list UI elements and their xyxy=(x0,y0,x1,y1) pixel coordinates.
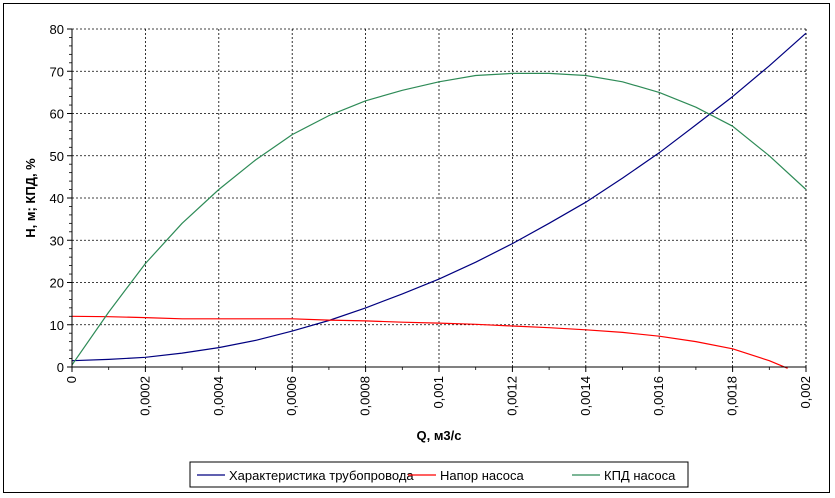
y-tick-label: 40 xyxy=(50,191,64,206)
y-tick-label: 0 xyxy=(57,360,64,375)
axes xyxy=(67,28,807,372)
y-tick-label: 10 xyxy=(50,318,64,333)
y-tick-label: 20 xyxy=(50,276,64,291)
x-tick-label: 0 xyxy=(64,376,79,383)
legend: Характеристика трубопровода Напор насоса… xyxy=(189,461,689,488)
series-line-pump-head xyxy=(72,315,788,369)
series-line-pipeline xyxy=(72,32,807,362)
series-line-efficiency xyxy=(72,72,807,366)
x-tick-label: 0,0018 xyxy=(725,376,740,416)
legend-label-efficiency: КПД насоса xyxy=(604,468,676,483)
y-tick-label: 60 xyxy=(50,107,64,122)
x-tick-label: 0,0004 xyxy=(211,376,226,416)
x-tick-label: 0,001 xyxy=(431,376,446,409)
y-axis-title: H, м; КПД, % xyxy=(23,158,38,238)
series-layer xyxy=(72,32,807,369)
x-tick-label: 0,0002 xyxy=(137,376,152,416)
x-tick-label: 0,0008 xyxy=(358,376,373,416)
legend-label-pump-head: Напор насоса xyxy=(440,468,525,483)
grid xyxy=(72,28,807,367)
x-tick-label: 0,002 xyxy=(798,376,813,409)
y-tick-label: 30 xyxy=(50,233,64,248)
y-tick-label: 70 xyxy=(50,64,64,79)
y-tick-label: 80 xyxy=(50,22,64,37)
legend-box xyxy=(189,461,689,488)
x-tick-label: 0,0016 xyxy=(651,376,666,416)
x-axis-title: Q, м3/с xyxy=(416,428,461,443)
y-tick-label: 50 xyxy=(50,149,64,164)
x-tick-label: 0,0012 xyxy=(504,376,519,416)
x-tick-label: 0,0014 xyxy=(578,376,593,416)
x-tick-label: 0,0006 xyxy=(284,376,299,416)
legend-label-pipeline: Характеристика трубопровода xyxy=(229,468,414,483)
tick-labels: 0 10 20 30 40 50 60 70 80 0 0,0002 0,0004 0,0006 0,00… xyxy=(50,22,813,416)
